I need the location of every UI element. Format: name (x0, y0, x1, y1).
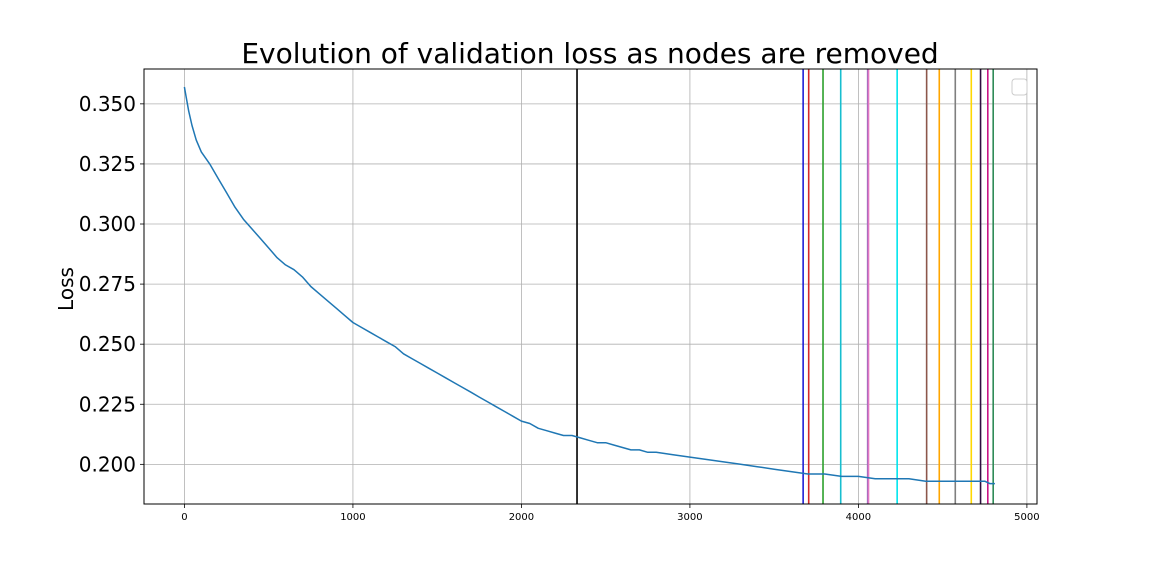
plot-frame (143, 68, 1038, 505)
y-tick-label: 0.200 (79, 452, 136, 476)
y-tick-label: 0.225 (79, 392, 136, 416)
loss-series-line (183, 86, 995, 485)
x-tick-label: 3000 (677, 512, 702, 523)
y-tick-label: 0.275 (79, 272, 136, 296)
x-tick-label: 1000 (340, 512, 365, 523)
y-axis-label: Loss (54, 267, 78, 311)
series-layer (183, 86, 995, 485)
x-tick-label: 5000 (1014, 512, 1039, 523)
axes: 0 1000 2000 3000 4000 5000 0.200 0.225 0.250 0.27… (79, 92, 1040, 523)
x-tick-label: 2000 (509, 512, 534, 523)
grid (144, 69, 1037, 504)
chart-title: Evolution of validation loss as nodes ar… (241, 37, 938, 70)
x-tick-label: 0 (181, 512, 187, 523)
x-tick-label: 4000 (846, 512, 871, 523)
vertical-lines (576, 69, 994, 504)
y-tick-label: 0.350 (79, 92, 136, 116)
legend-box (1011, 78, 1028, 96)
y-tick-label: 0.325 (79, 152, 136, 176)
y-tick-label: 0.300 (79, 212, 136, 236)
y-tick-label: 0.250 (79, 332, 136, 356)
